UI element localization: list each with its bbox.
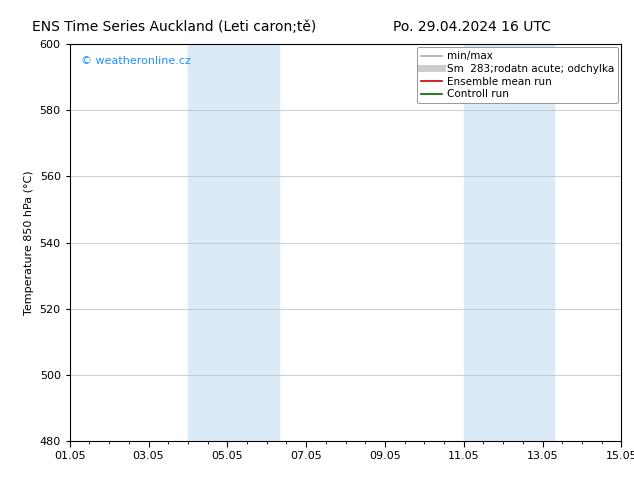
Text: ENS Time Series Auckland (Leti caron;tě): ENS Time Series Auckland (Leti caron;tě) — [32, 20, 316, 34]
Text: © weatheronline.cz: © weatheronline.cz — [81, 56, 191, 66]
Bar — [188, 44, 278, 441]
Text: Po. 29.04.2024 16 UTC: Po. 29.04.2024 16 UTC — [393, 20, 551, 34]
Y-axis label: Temperature 850 hPa (°C): Temperature 850 hPa (°C) — [24, 170, 34, 315]
Bar — [463, 44, 554, 441]
Legend: min/max, Sm  283;rodatn acute; odchylka, Ensemble mean run, Controll run: min/max, Sm 283;rodatn acute; odchylka, … — [417, 47, 618, 103]
